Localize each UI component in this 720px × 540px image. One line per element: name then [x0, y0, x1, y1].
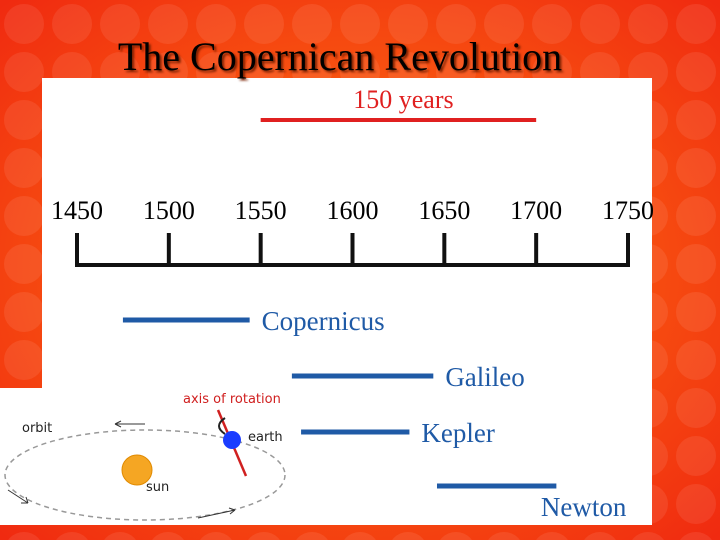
earth — [223, 431, 241, 449]
slide-title: The Copernican Revolution — [118, 34, 562, 79]
tick-label: 1600 — [327, 196, 379, 225]
earth-label: earth — [248, 430, 283, 445]
sun — [121, 454, 153, 486]
orbit-arrow — [114, 420, 145, 428]
tick-label: 1750 — [602, 196, 654, 225]
tick-label: 1650 — [418, 196, 470, 225]
tick-label: 1700 — [510, 196, 562, 225]
orbit-ellipse — [4, 429, 286, 521]
orbit-arrow — [7, 489, 29, 504]
axis-label: axis of rotation — [183, 392, 281, 407]
lifespan-label: Kepler — [421, 418, 494, 448]
lifespan-label: Galileo — [445, 362, 524, 392]
tick-label: 1450 — [51, 196, 103, 225]
orbit-label: orbit — [22, 421, 52, 436]
sun-label: sun — [146, 480, 169, 495]
lifespan-label: Newton — [541, 492, 627, 522]
rotation-arrow — [218, 417, 226, 435]
orbit-arrow — [197, 507, 236, 519]
annotation-label: 150 years — [353, 85, 453, 114]
inset-panel — [0, 388, 292, 525]
lifespan-label: Copernicus — [262, 306, 385, 336]
orbit-diagram: orbit axis of rotation earth sun — [0, 388, 292, 525]
tick-label: 1500 — [143, 196, 195, 225]
tick-label: 1550 — [235, 196, 287, 225]
